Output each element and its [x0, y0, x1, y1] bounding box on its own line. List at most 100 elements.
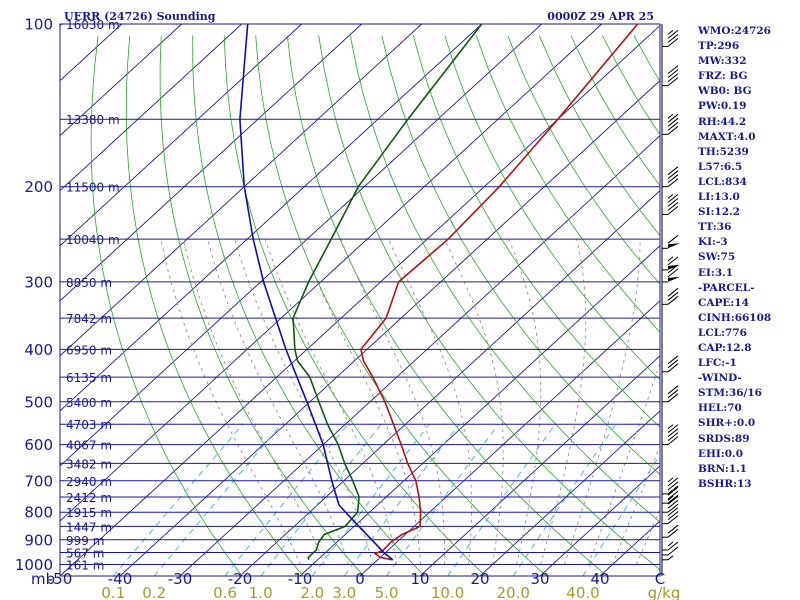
index-row: TT:36	[698, 220, 800, 235]
index-row: TH:5239	[698, 145, 800, 160]
index-value: BG	[725, 70, 748, 83]
index-separator: :	[723, 402, 728, 415]
wind-barb-feather	[667, 38, 679, 47]
temperature-tick-label: 40	[590, 570, 609, 588]
index-row: LI:13.0	[698, 190, 800, 205]
index-row: SW:75	[698, 250, 800, 265]
dry-adiabat-line	[444, 35, 660, 381]
mixing-ratio-tick-label: 1.0	[249, 584, 273, 600]
index-key: LCL	[698, 175, 722, 188]
wind-barb-feather	[667, 490, 679, 500]
height-label: 161 m	[66, 559, 104, 573]
mixing-ratio-tick-label: 2.0	[300, 584, 324, 600]
index-row: WB0: BG	[698, 84, 800, 99]
wind-barb	[662, 256, 680, 271]
height-label: 5400 m	[66, 396, 112, 410]
wind-barb-feather	[667, 511, 679, 520]
index-key: SI	[698, 206, 711, 219]
moist-adiabat-line	[234, 238, 373, 565]
height-label: 16030 m	[66, 18, 120, 32]
index-value: 13.0	[714, 191, 740, 204]
dry-adiabat-line	[318, 35, 660, 571]
wind-barb-feather	[667, 125, 679, 135]
wind-barb-half-feather	[667, 194, 674, 199]
wind-barb	[662, 546, 679, 556]
mixing-ratio-tick-label: 10.0	[431, 584, 464, 600]
moist-adiabat-line	[207, 238, 349, 565]
isotherm-line	[60, 24, 603, 522]
index-separator: :	[733, 417, 737, 430]
index-separator: :	[710, 266, 715, 279]
index-row: EHI:0.0	[698, 447, 800, 462]
index-value: 776	[725, 326, 747, 339]
index-separator: :	[722, 341, 726, 354]
sounding-profiles	[239, 24, 639, 561]
wind-barb-feather	[667, 202, 679, 211]
wind-barb-feather	[667, 424, 679, 433]
mixing-ratio-unit-label: g/kg	[648, 584, 681, 600]
isotherm-line	[60, 24, 660, 576]
isobar-lines	[59, 23, 661, 577]
temperature-tick-label: 20	[470, 570, 489, 588]
index-value: BG	[729, 85, 752, 98]
wind-barb-feather	[667, 73, 679, 82]
dry-adiabat-line	[381, 35, 660, 476]
index-key: HEL	[698, 402, 724, 415]
index-value: 36/16	[728, 387, 762, 400]
wind-barb-feather	[667, 494, 679, 504]
temperature-tick-label: -10	[288, 570, 313, 588]
temperature-tick-label: -50	[48, 570, 73, 588]
wind-barb	[662, 477, 679, 495]
index-value: 89	[734, 432, 750, 445]
pressure-tick-label: 200	[24, 178, 53, 196]
sounding-time: 0000Z 29 APR 25	[547, 10, 654, 23]
pressure-tick-label: 900	[24, 531, 53, 549]
index-key: SRDS	[698, 432, 731, 445]
index-value: 12.2	[714, 206, 740, 219]
index-row: MAXT:4.0	[698, 130, 800, 145]
wind-barb	[662, 424, 679, 446]
wind-barb-half-feather	[667, 30, 674, 35]
index-separator: :	[710, 191, 715, 204]
height-label: 13380 m	[66, 113, 120, 127]
wind-barb	[662, 65, 679, 87]
index-separator: :	[725, 85, 730, 98]
index-separator: :	[731, 432, 735, 445]
wind-barb-feather	[667, 198, 679, 207]
mixing-ratio-tick-label: 0.1	[101, 584, 125, 600]
wind-barb	[662, 495, 679, 513]
index-key: CINH	[698, 311, 731, 324]
index-key: LFC	[698, 357, 722, 370]
index-separator: :	[721, 357, 726, 370]
plot-frame	[59, 23, 661, 577]
index-separator: :	[725, 387, 729, 400]
height-label: 6135 m	[66, 371, 112, 385]
wind-barb-column	[661, 24, 680, 576]
pressure-tick-label: 1000	[15, 556, 53, 574]
index-value: -3	[715, 236, 728, 249]
height-label: 8850 m	[66, 276, 112, 290]
isotherm-line	[60, 24, 483, 412]
wind-barb-feather	[667, 477, 679, 487]
index-value: 75	[720, 251, 736, 264]
moist-adiabat-line	[508, 238, 542, 565]
height-label: 7842 m	[66, 312, 112, 326]
mixing-ratio-tick-label: 0.2	[142, 584, 166, 600]
wind-barb-feather	[667, 170, 679, 180]
temperature-tick-label: 10	[410, 570, 429, 588]
index-separator: :	[716, 100, 721, 113]
index-key: MAXT	[698, 130, 734, 143]
index-key: TP	[698, 40, 714, 53]
dry-adiabat-line	[475, 35, 660, 333]
temperature-profile	[360, 24, 639, 561]
index-row: -PARCEL-	[698, 281, 800, 296]
index-row: PW:0.19	[698, 99, 800, 114]
wind-barb-feather	[667, 256, 679, 266]
temperature-tick-label: 0	[355, 570, 365, 588]
index-row: SI:12.2	[698, 205, 800, 220]
index-row: BSHR:13	[698, 477, 800, 492]
moist-adiabat-line	[444, 238, 504, 565]
wind-barb-feather	[667, 432, 679, 441]
moist-adiabat-line	[299, 238, 421, 565]
